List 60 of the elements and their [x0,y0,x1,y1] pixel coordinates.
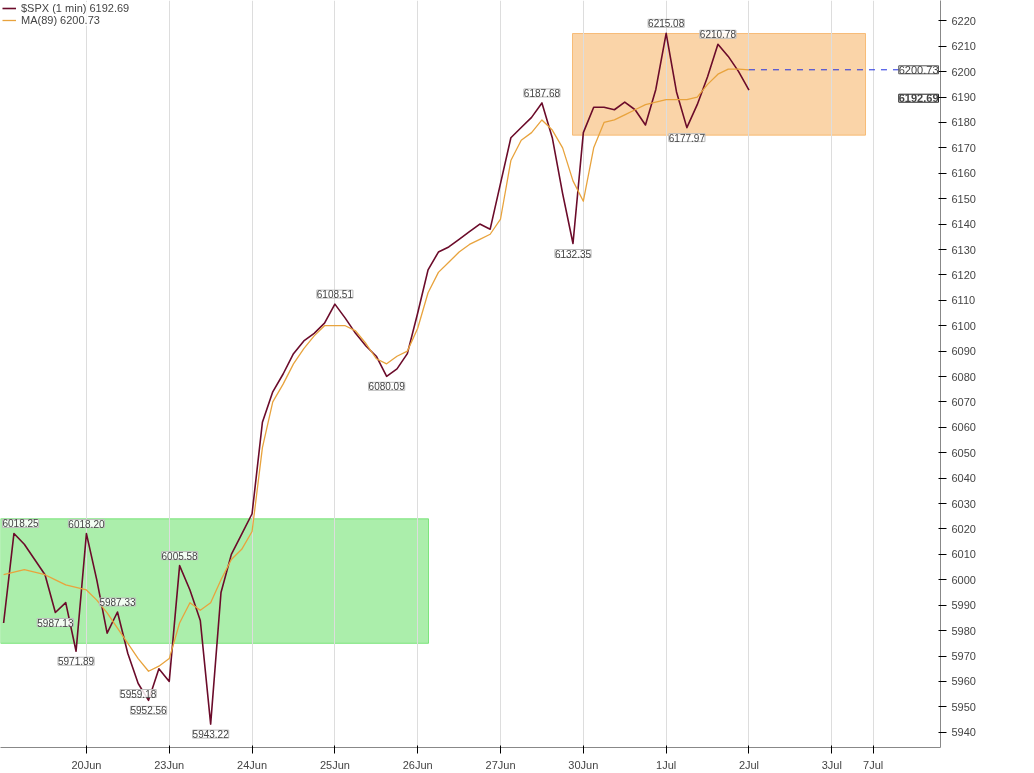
y-tick-label: 6030 [951,497,976,510]
y-tick-label: 6150 [951,192,976,205]
y-tick-label: 6180 [951,116,976,129]
annotation: 5971.89 [58,656,95,668]
x-tick-label: 1Jul [656,758,677,771]
y-tick-label: 6190 [951,91,976,104]
x-tick-label: 2Jul [738,758,760,771]
y-tick-label: 6090 [951,345,976,358]
y-tick-label: 6060 [951,421,976,434]
y-tick-label: 6140 [951,218,976,231]
x-tick-label: 7Jul [863,758,884,771]
annotation: 6177.97 [668,132,706,144]
x-tick-label: 23Jun [154,758,185,771]
ref-line-label: 6200.73 [898,63,939,76]
annotation: 6080.09 [368,381,406,393]
annotation: 5987.33 [99,597,136,608]
y-tick-label: 6210 [951,40,976,53]
y-tick-label: 6020 [951,522,976,535]
y-tick-label: 6000 [951,573,976,586]
annotation: 5987.13 [37,617,74,629]
y-tick-label: 5960 [951,675,976,688]
y-tick-label: 5940 [951,726,976,739]
x-tick-label: 26Jun [402,758,433,771]
annotation: 6215.08 [648,18,685,30]
y-tick-label: 6010 [951,548,976,561]
legend-label: MA(89) 6200.73 [21,14,100,26]
annotation: 6192.69 [898,92,939,105]
legend-label: $SPX (1 min) 6192.69 [21,2,130,14]
annotation: 6108.51 [316,289,354,301]
y-tick-label: 6050 [951,446,976,459]
y-tick-label: 6120 [951,268,976,281]
x-tick-label: 27Jun [485,758,516,771]
x-tick-label: 3Jul [821,758,842,771]
y-tick-label: 6170 [951,141,976,154]
y-tick-label: 6200 [951,65,976,78]
annotation: 6018.25 [2,518,40,530]
y-tick-label: 6220 [951,14,976,27]
annotation: 6005.58 [161,550,199,562]
y-tick-label: 5950 [951,700,976,713]
x-tick-label: 25Jun [319,758,350,771]
annotation: 5959.18 [120,688,157,700]
annotation: 6210.78 [699,29,737,41]
y-tick-label: 6040 [951,472,976,485]
y-tick-label: 6070 [951,395,976,408]
annotation: 6132.35 [554,248,592,260]
y-tick-label: 5990 [951,599,976,612]
annotation: 6187.68 [523,87,561,99]
y-tick-label: 6100 [951,319,976,332]
y-tick-label: 5980 [951,624,976,637]
x-tick-label: 30Jun [568,758,599,771]
x-tick-label: 20Jun [71,758,102,771]
y-tick-label: 5970 [951,650,976,663]
annotation: 5952.56 [130,705,168,717]
x-tick-label: 24Jun [237,758,268,771]
annotation: 5943.22 [192,729,230,741]
y-tick-label: 6110 [951,294,976,307]
annotation: 6018.20 [68,518,105,530]
y-tick-label: 6130 [951,243,976,256]
y-tick-label: 6080 [951,370,976,383]
y-tick-label: 6160 [951,167,976,180]
